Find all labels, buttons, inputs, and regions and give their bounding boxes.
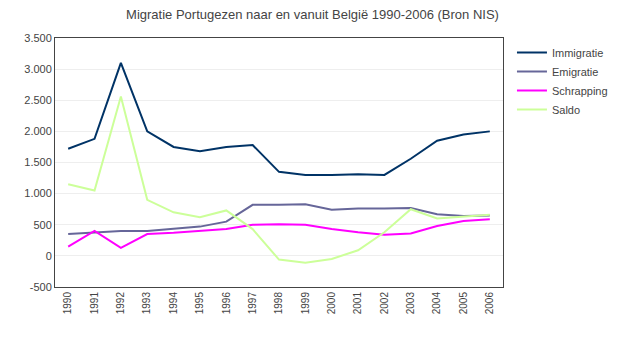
svg-text:Immigratie: Immigratie — [552, 47, 603, 59]
svg-text:Migratie Portugezen naar en va: Migratie Portugezen naar en vanuit Belgi… — [126, 7, 499, 22]
svg-text:2004: 2004 — [431, 292, 442, 315]
svg-text:1.000: 1.000 — [24, 187, 52, 199]
svg-text:1997: 1997 — [247, 292, 258, 315]
svg-text:2001: 2001 — [352, 292, 363, 315]
svg-text:Emigratie: Emigratie — [552, 66, 598, 78]
svg-text:2.000: 2.000 — [24, 125, 52, 137]
svg-text:1998: 1998 — [273, 292, 284, 315]
svg-text:1995: 1995 — [194, 292, 205, 315]
svg-text:Saldo: Saldo — [552, 104, 580, 116]
svg-text:1992: 1992 — [115, 292, 126, 315]
svg-text:2002: 2002 — [379, 292, 390, 315]
svg-text:1999: 1999 — [300, 292, 311, 315]
svg-text:1994: 1994 — [168, 292, 179, 315]
svg-text:2000: 2000 — [326, 292, 337, 315]
svg-text:1993: 1993 — [141, 292, 152, 315]
svg-text:2005: 2005 — [458, 292, 469, 315]
svg-text:3.000: 3.000 — [24, 63, 52, 75]
svg-text:Schrapping: Schrapping — [552, 85, 608, 97]
svg-text:1.500: 1.500 — [24, 156, 52, 168]
svg-text:1996: 1996 — [221, 292, 232, 315]
svg-text:2.500: 2.500 — [24, 94, 52, 106]
svg-text:3.500: 3.500 — [24, 32, 52, 44]
svg-text:2003: 2003 — [405, 292, 416, 315]
svg-text:-500: -500 — [30, 281, 52, 293]
svg-text:1991: 1991 — [89, 292, 100, 315]
svg-text:2006: 2006 — [484, 292, 495, 315]
svg-text:0: 0 — [46, 250, 52, 262]
svg-text:500: 500 — [33, 219, 51, 231]
svg-text:1990: 1990 — [62, 292, 73, 315]
